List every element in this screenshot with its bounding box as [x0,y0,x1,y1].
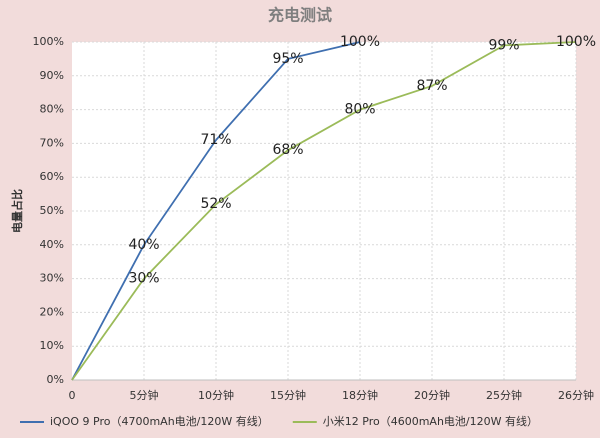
y-tick-label: 50% [40,204,64,217]
legend-label: 小米12 Pro（4600mAh电池/120W 有线） [323,414,538,428]
data-label: 52% [200,196,231,212]
series-line [71,41,577,381]
data-label: 99% [488,37,519,53]
x-tick-label: 25分钟 [486,388,522,402]
x-tick-label: 20分钟 [414,388,450,402]
series-line [71,41,361,381]
data-label: 100% [340,34,380,50]
y-tick-label: 10% [40,339,64,352]
y-tick-label: 30% [40,272,64,285]
y-axis-label: 电量占比 [10,189,24,233]
y-tick-label: 20% [40,305,64,318]
y-tick-label: 40% [40,238,64,251]
x-tick-label: 0 [69,389,76,402]
chart-title: 充电测试 [268,6,332,25]
y-tick-label: 90% [40,69,64,82]
y-tick-label: 60% [40,170,64,183]
data-label: 80% [344,102,375,118]
y-tick-label: 80% [40,103,64,116]
x-tick-label: 26分钟 [558,388,594,402]
data-label: 71% [200,132,231,148]
data-label: 95% [272,51,303,67]
x-tick-label: 10分钟 [198,388,234,402]
x-tick-label: 5分钟 [130,388,159,402]
y-tick-label: 100% [33,35,64,48]
x-tick-label: 15分钟 [270,388,306,402]
x-tick-label: 18分钟 [342,388,378,402]
data-label: 40% [128,237,159,253]
y-tick-label: 70% [40,136,64,149]
data-label: 100% [556,34,596,50]
data-label: 30% [128,271,159,287]
data-label: 87% [416,78,447,94]
y-tick-label: 0% [47,373,64,386]
data-label: 68% [272,142,303,158]
legend-label: iQOO 9 Pro（4700mAh电池/120W 有线） [50,414,269,428]
